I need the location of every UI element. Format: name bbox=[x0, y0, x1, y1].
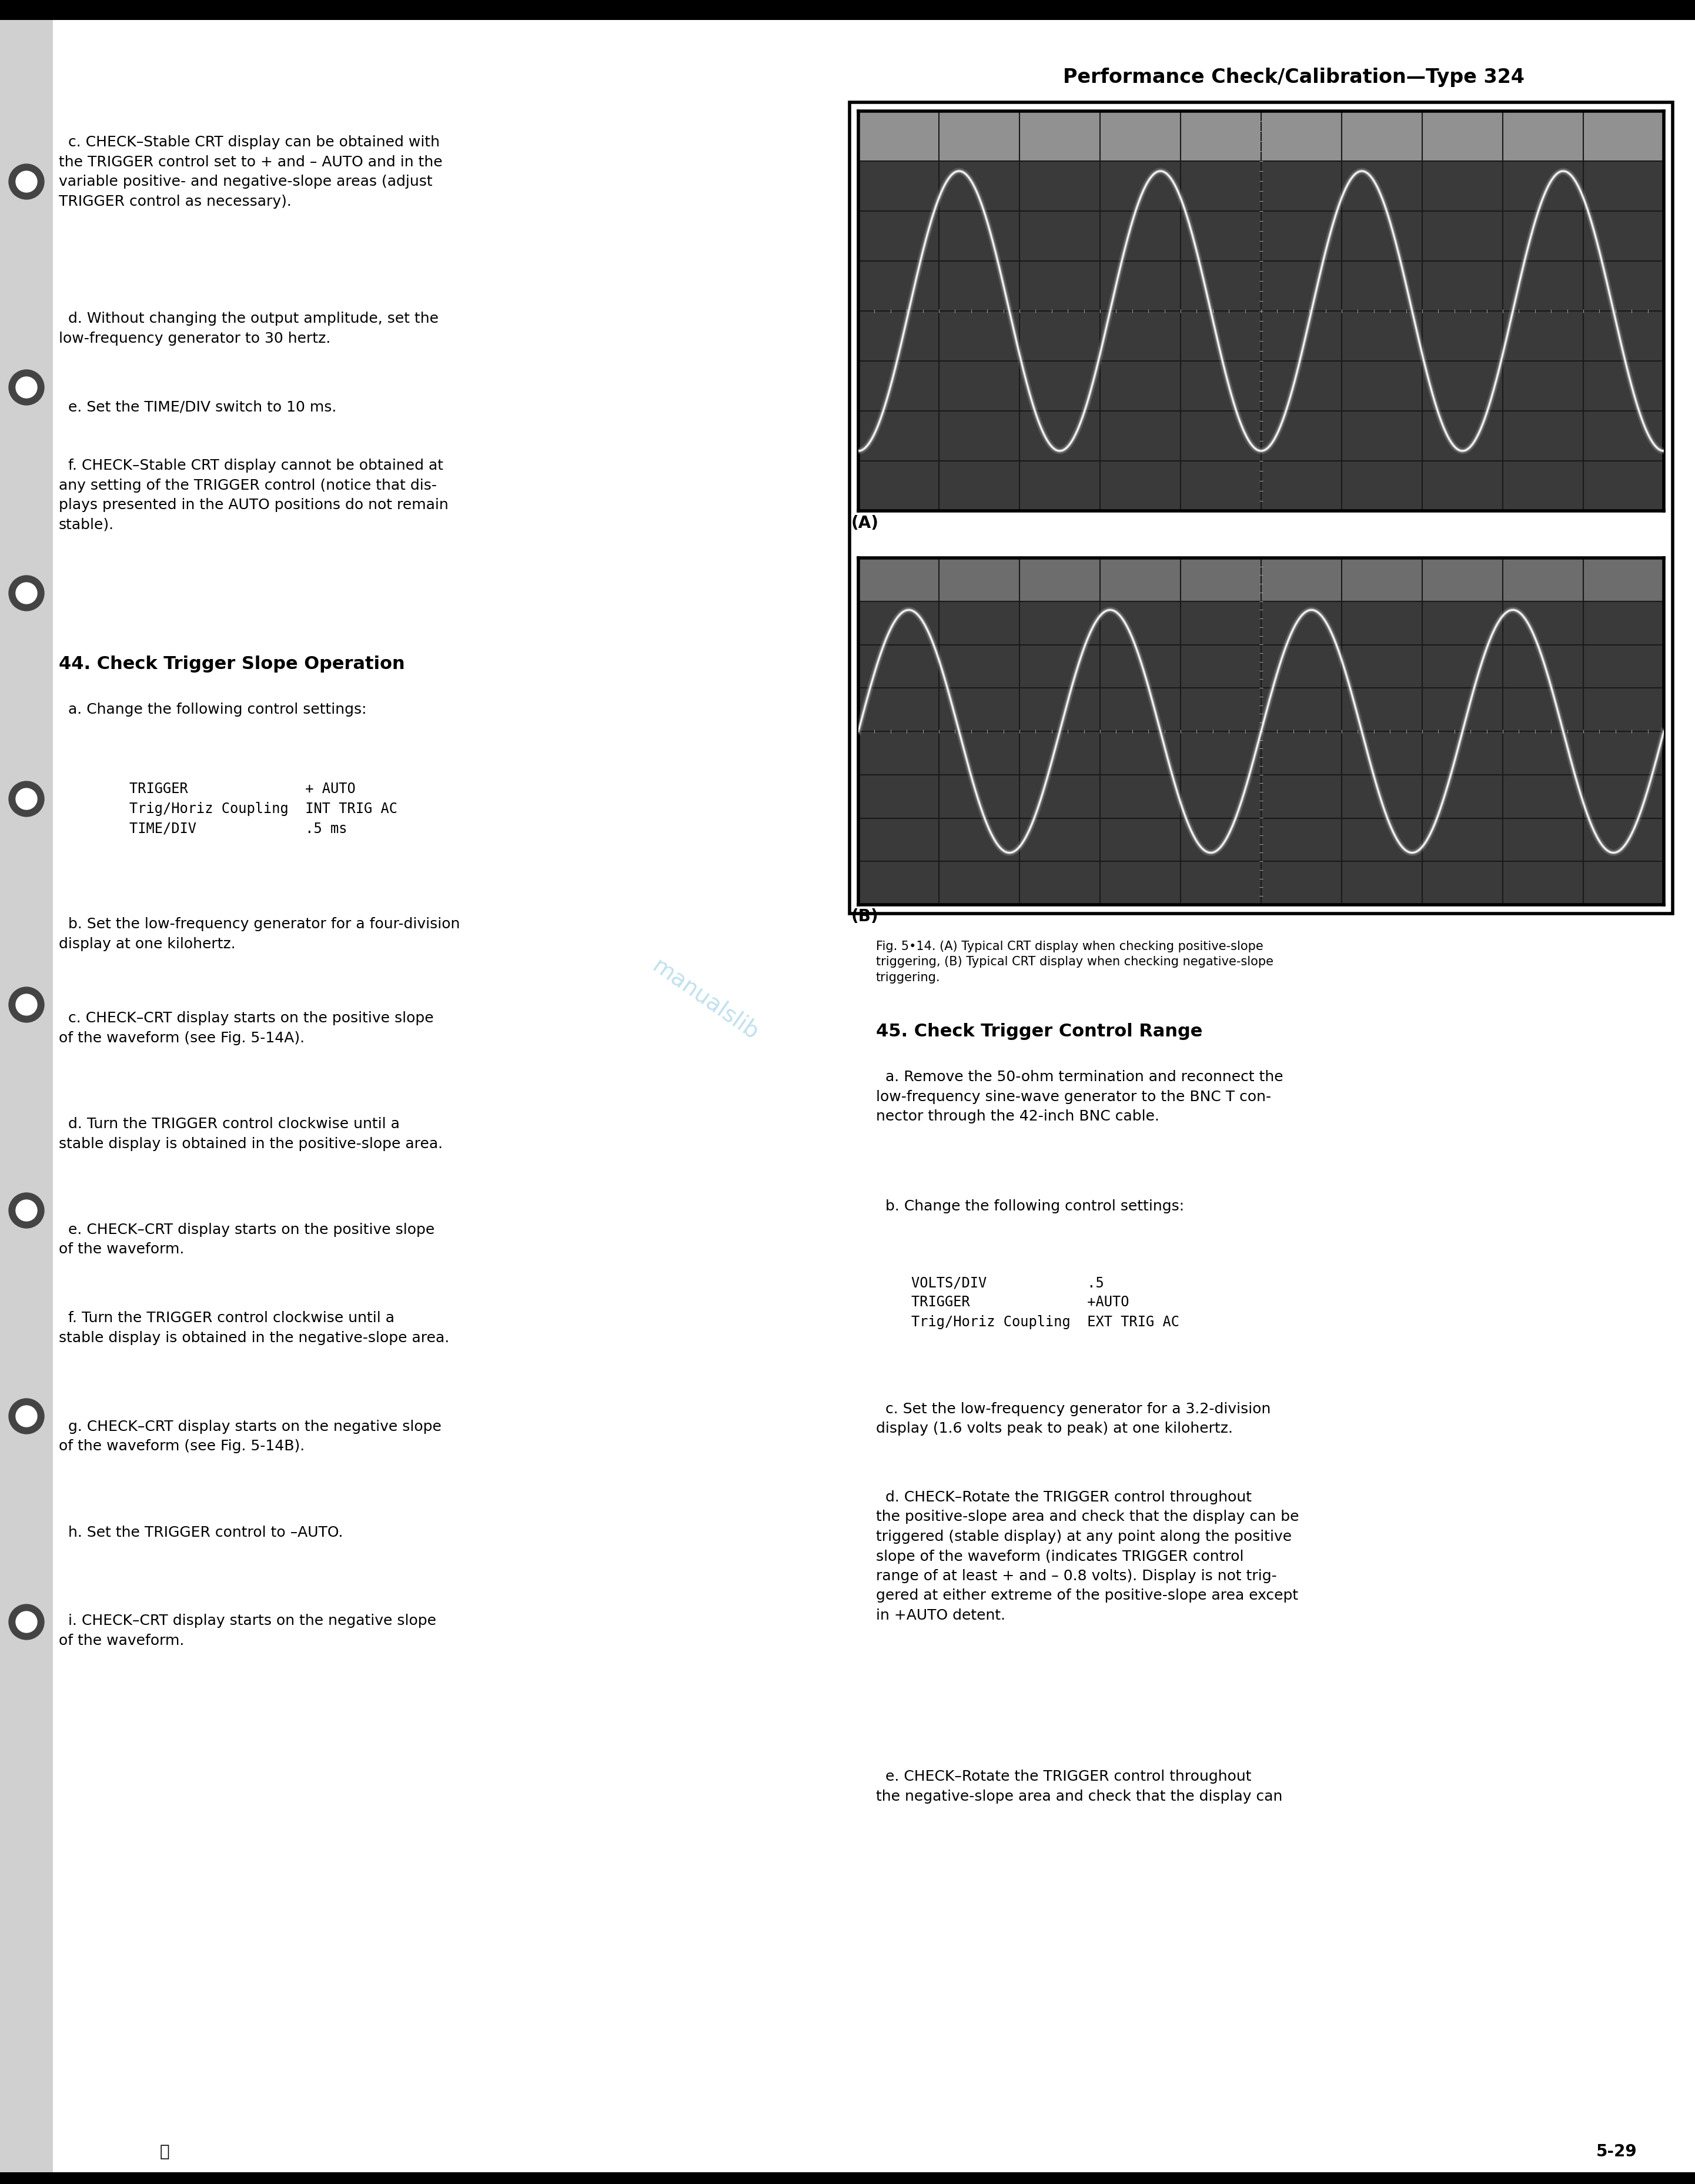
Circle shape bbox=[8, 1605, 44, 1640]
Text: 5-29: 5-29 bbox=[1597, 2143, 1637, 2160]
Text: Fig. 5•14. (A) Typical CRT display when checking positive-slope
triggering, (B) : Fig. 5•14. (A) Typical CRT display when … bbox=[876, 941, 1273, 983]
Circle shape bbox=[8, 987, 44, 1022]
Circle shape bbox=[15, 994, 37, 1016]
Text: (B): (B) bbox=[851, 909, 878, 924]
Text: f. CHECK–Stable CRT display cannot be obtained at
any setting of the TRIGGER con: f. CHECK–Stable CRT display cannot be ob… bbox=[59, 459, 449, 531]
Text: e. CHECK–Rotate the TRIGGER control throughout
the negative-slope area and check: e. CHECK–Rotate the TRIGGER control thro… bbox=[876, 1769, 1283, 1802]
Circle shape bbox=[15, 378, 37, 397]
Circle shape bbox=[15, 173, 37, 192]
Text: VOLTS/DIV            .5
TRIGGER              +AUTO
Trig/Horiz Coupling  EXT TRIG: VOLTS/DIV .5 TRIGGER +AUTO Trig/Horiz Co… bbox=[912, 1275, 1180, 1328]
Bar bbox=[0, 0, 53, 2184]
Text: i. CHECK–CRT display starts on the negative slope
of the waveform.: i. CHECK–CRT display starts on the negat… bbox=[59, 1614, 436, 1647]
Circle shape bbox=[8, 782, 44, 817]
Text: e. CHECK–CRT display starts on the positive slope
of the waveform.: e. CHECK–CRT display starts on the posit… bbox=[59, 1223, 434, 1256]
Bar bbox=[858, 550, 1664, 601]
Text: c. CHECK–CRT display starts on the positive slope
of the waveform (see Fig. 5-14: c. CHECK–CRT display starts on the posit… bbox=[59, 1011, 434, 1044]
Circle shape bbox=[15, 583, 37, 605]
Circle shape bbox=[8, 1192, 44, 1227]
Circle shape bbox=[15, 1201, 37, 1221]
Circle shape bbox=[15, 1406, 37, 1426]
Bar bbox=[0, 0, 1695, 20]
Text: 45. Check Trigger Control Range: 45. Check Trigger Control Range bbox=[876, 1022, 1202, 1040]
Text: Performance Check/Calibration—Type 324: Performance Check/Calibration—Type 324 bbox=[1063, 68, 1524, 87]
Circle shape bbox=[15, 788, 37, 810]
Text: d. CHECK–Rotate the TRIGGER control throughout
the positive-slope area and check: d. CHECK–Rotate the TRIGGER control thro… bbox=[876, 1489, 1298, 1623]
Bar bbox=[0, 2173, 1695, 2184]
Text: e. Set the TIME/DIV switch to 10 ms.: e. Set the TIME/DIV switch to 10 ms. bbox=[59, 400, 337, 413]
Text: manualslib: manualslib bbox=[647, 954, 763, 1044]
Text: d. Without changing the output amplitude, set the
low-frequency generator to 30 : d. Without changing the output amplitude… bbox=[59, 312, 439, 345]
Text: b. Change the following control settings:: b. Change the following control settings… bbox=[876, 1199, 1185, 1212]
Text: d. Turn the TRIGGER control clockwise until a
stable display is obtained in the : d. Turn the TRIGGER control clockwise un… bbox=[59, 1116, 442, 1151]
Bar bbox=[858, 103, 1664, 162]
Text: g. CHECK–CRT display starts on the negative slope
of the waveform (see Fig. 5-14: g. CHECK–CRT display starts on the negat… bbox=[59, 1420, 441, 1452]
Circle shape bbox=[8, 371, 44, 406]
Text: a. Change the following control settings:: a. Change the following control settings… bbox=[59, 703, 366, 716]
Text: h. Set the TRIGGER control to –AUTO.: h. Set the TRIGGER control to –AUTO. bbox=[59, 1524, 342, 1540]
Bar bbox=[849, 103, 1673, 913]
Text: a. Remove the 50-ohm termination and reconnect the
low-frequency sine-wave gener: a. Remove the 50-ohm termination and rec… bbox=[876, 1070, 1283, 1123]
Text: c. CHECK–Stable CRT display can be obtained with
the TRIGGER control set to + an: c. CHECK–Stable CRT display can be obtai… bbox=[59, 135, 442, 207]
Text: b. Set the low-frequency generator for a four-division
display at one kilohertz.: b. Set the low-frequency generator for a… bbox=[59, 917, 459, 950]
Text: 44. Check Trigger Slope Operation: 44. Check Trigger Slope Operation bbox=[59, 655, 405, 673]
Text: (A): (A) bbox=[851, 515, 880, 531]
Circle shape bbox=[8, 164, 44, 199]
Text: c. Set the low-frequency generator for a 3.2-division
display (1.6 volts peak to: c. Set the low-frequency generator for a… bbox=[876, 1402, 1271, 1435]
Text: Ⓐ: Ⓐ bbox=[159, 2143, 170, 2160]
Circle shape bbox=[8, 1398, 44, 1435]
Circle shape bbox=[15, 1612, 37, 1634]
Text: f. Turn the TRIGGER control clockwise until a
stable display is obtained in the : f. Turn the TRIGGER control clockwise un… bbox=[59, 1310, 449, 1345]
Text: TRIGGER              + AUTO
Trig/Horiz Coupling  INT TRIG AC
TIME/DIV           : TRIGGER + AUTO Trig/Horiz Coupling INT T… bbox=[129, 782, 397, 834]
Circle shape bbox=[8, 577, 44, 612]
